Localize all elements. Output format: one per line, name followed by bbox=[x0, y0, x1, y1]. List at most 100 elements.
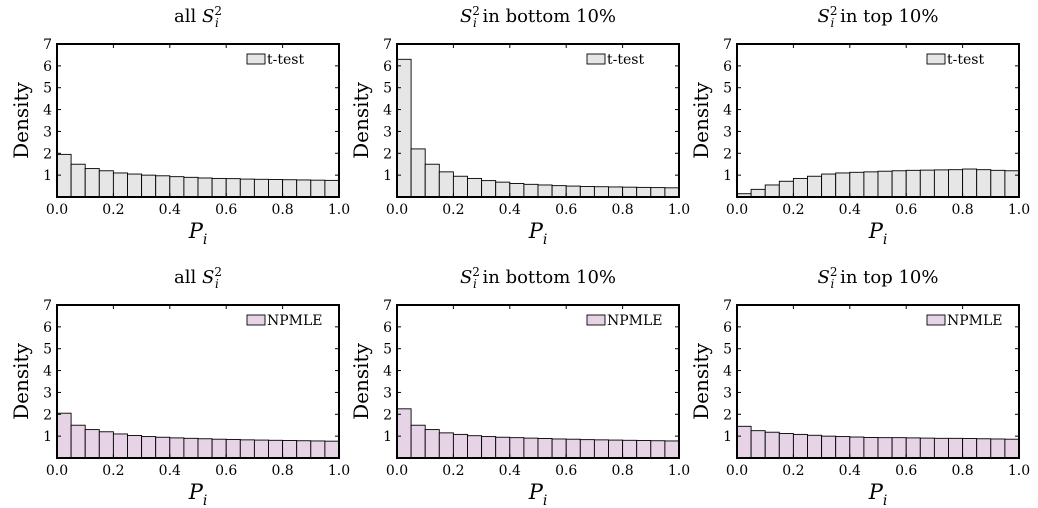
x-tick-label: 1.0 bbox=[1008, 463, 1030, 479]
histogram-bar bbox=[537, 184, 553, 198]
y-tick-label: 5 bbox=[43, 342, 52, 358]
histogram-bar bbox=[891, 437, 907, 459]
histogram-bar bbox=[495, 436, 511, 459]
histogram-bar bbox=[905, 169, 921, 198]
histogram-bar bbox=[495, 181, 511, 198]
histogram-bar bbox=[84, 168, 100, 198]
histogram-bar bbox=[324, 179, 340, 198]
x-tick-label: 0.4 bbox=[839, 463, 861, 479]
histogram-bar bbox=[849, 171, 865, 198]
histogram-bar bbox=[636, 186, 652, 198]
x-tick-label: 0.2 bbox=[782, 463, 804, 479]
x-tick-label: 0.0 bbox=[46, 202, 68, 218]
histogram-bar bbox=[990, 438, 1006, 459]
y-tick-label: 4 bbox=[383, 103, 392, 119]
x-tick-label: 0.0 bbox=[726, 202, 748, 218]
y-tick-label: 1 bbox=[383, 429, 392, 445]
histogram-bar bbox=[636, 440, 652, 459]
x-tick-label: 0.8 bbox=[951, 202, 973, 218]
x-tick-label: 0.4 bbox=[499, 202, 521, 218]
histogram-bar bbox=[509, 182, 525, 198]
histogram-bar bbox=[877, 170, 893, 198]
legend-swatch bbox=[926, 314, 946, 326]
panel-2-3: 1 2 3 4 5 6 7 0.0 0.2 0.4 0.6 0.8 1.0 Density Pi S2 i in… bbox=[689, 265, 1030, 508]
y-tick-label: 1 bbox=[43, 429, 52, 445]
histogram-bar bbox=[933, 437, 949, 459]
histogram-bar bbox=[70, 163, 86, 198]
y-tick-label: 3 bbox=[43, 124, 52, 140]
x-tick-label: 0.6 bbox=[895, 202, 917, 218]
y-axis-label: Density bbox=[349, 81, 373, 158]
y-tick-label: 3 bbox=[43, 385, 52, 401]
histogram-bar bbox=[962, 438, 978, 459]
y-tick-label: 4 bbox=[723, 103, 732, 119]
y-tick-label: 4 bbox=[43, 103, 52, 119]
histogram-bar bbox=[98, 431, 114, 459]
histogram-bar bbox=[905, 437, 921, 459]
histogram-bar bbox=[835, 172, 851, 198]
y-tick-label: 5 bbox=[383, 342, 392, 358]
histogram-bar bbox=[225, 438, 241, 459]
histogram-bar bbox=[310, 440, 326, 459]
histogram-bar bbox=[141, 436, 157, 459]
y-axis-label: Density bbox=[349, 342, 373, 419]
x-tick-label: 0.4 bbox=[159, 463, 181, 479]
histogram-bar bbox=[438, 432, 454, 459]
x-axis-label: Pi bbox=[188, 480, 208, 508]
histogram-bar bbox=[821, 435, 837, 459]
legend-label: t-test bbox=[947, 52, 984, 68]
y-tick-label: 5 bbox=[383, 81, 392, 97]
histogram-bar bbox=[948, 437, 964, 459]
x-tick-label: 0.0 bbox=[386, 202, 408, 218]
histogram-bar bbox=[821, 173, 837, 198]
histogram-bar bbox=[579, 186, 595, 198]
y-axis-label: Density bbox=[9, 342, 33, 419]
legend-swatch bbox=[586, 314, 606, 326]
y-tick-label: 4 bbox=[43, 364, 52, 380]
histogram-bar bbox=[467, 435, 483, 459]
axes-frame bbox=[56, 43, 340, 198]
histogram-bar bbox=[282, 179, 298, 198]
axes-frame bbox=[736, 304, 1020, 459]
y-tick-label: 6 bbox=[723, 59, 732, 75]
histogram-bar bbox=[253, 439, 269, 459]
panel-title: S2 i in top 10% bbox=[818, 4, 939, 30]
x-tick-label: 0.2 bbox=[442, 202, 464, 218]
y-tick-label: 1 bbox=[723, 168, 732, 184]
y-tick-label: 7 bbox=[723, 298, 732, 314]
histogram-bar bbox=[778, 433, 794, 459]
y-tick-label: 6 bbox=[383, 59, 392, 75]
x-tick-label: 0.6 bbox=[555, 202, 577, 218]
histogram-bar bbox=[481, 436, 497, 459]
legend-label: t-test bbox=[607, 52, 644, 68]
histogram-bar bbox=[764, 431, 780, 459]
y-tick-label: 4 bbox=[383, 364, 392, 380]
histogram-bar bbox=[579, 439, 595, 459]
x-tick-label: 0.6 bbox=[895, 463, 917, 479]
y-tick-label: 1 bbox=[723, 429, 732, 445]
histogram-bar bbox=[976, 438, 992, 459]
y-axis-label: Density bbox=[689, 81, 713, 158]
x-tick-label: 0.6 bbox=[215, 463, 237, 479]
histogram-bar bbox=[239, 178, 255, 198]
x-axis-label: Pi bbox=[188, 219, 208, 248]
legend-swatch bbox=[246, 314, 266, 326]
histogram-bar bbox=[622, 439, 638, 459]
histogram-bar bbox=[933, 169, 949, 198]
histogram-bar bbox=[664, 187, 680, 198]
histogram-bar bbox=[919, 169, 935, 198]
histogram-bar bbox=[438, 171, 454, 198]
histogram-bar bbox=[807, 175, 823, 198]
panel-1-1: 1 2 3 4 5 6 7 0.0 0.2 0.4 0.6 0.8 1.0 Density Pi all S2… bbox=[9, 4, 350, 248]
histogram-bar bbox=[593, 186, 609, 198]
histogram-bar bbox=[467, 177, 483, 198]
x-tick-label: 0.2 bbox=[102, 463, 124, 479]
histogram-bar bbox=[112, 172, 128, 198]
y-tick-label: 6 bbox=[383, 320, 392, 336]
histogram-bar bbox=[141, 174, 157, 198]
y-tick-label: 2 bbox=[43, 146, 52, 162]
legend-label: NPMLE bbox=[267, 313, 323, 329]
y-tick-label: 5 bbox=[43, 81, 52, 97]
x-tick-label: 1.0 bbox=[328, 202, 350, 218]
histogram-bar bbox=[112, 433, 128, 459]
